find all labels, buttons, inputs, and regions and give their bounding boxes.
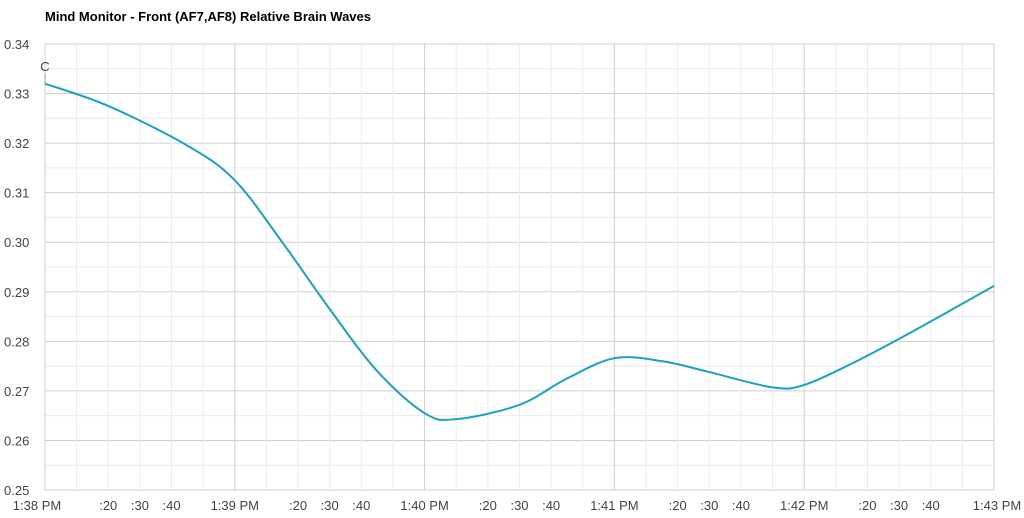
x-tick-label: 1:41 PM (590, 498, 638, 513)
x-tick-label: :40 (922, 498, 940, 513)
y-tick-label: 0.31 (4, 186, 29, 201)
y-tick-label: 0.26 (4, 433, 29, 448)
y-tick-label: 0.34 (4, 37, 29, 52)
x-tick-label: :40 (352, 498, 370, 513)
y-tick-label: 0.32 (4, 136, 29, 151)
x-tick-label: :20 (479, 498, 497, 513)
y-tick-label: 0.28 (4, 334, 29, 349)
grid (44, 43, 995, 491)
x-tick-label: 1:42 PM (780, 498, 828, 513)
x-tick-label: :20 (99, 498, 117, 513)
annotation-label: C (40, 59, 49, 74)
chart-title: Mind Monitor - Front (AF7,AF8) Relative … (45, 9, 371, 24)
x-axis-ticks: 1:38 PM :20 :30 :40 1:39 PM :20 :30 :40 1:40 PM:… (13, 498, 1021, 513)
y-tick-label: 0.33 (4, 87, 29, 102)
x-tick-label: :40 (732, 498, 750, 513)
x-tick-label: 1:38 PM (13, 498, 61, 513)
x-tick-label: 1:43 PM (973, 498, 1021, 513)
x-tick-label: 1:40 PM (400, 498, 448, 513)
x-tick-label: 1:39 PM (211, 498, 259, 513)
y-tick-label: 0.30 (4, 235, 29, 250)
x-tick-label: :30 (890, 498, 908, 513)
x-tick-label: :30 (700, 498, 718, 513)
y-tick-label: 0.25 (4, 483, 29, 498)
x-tick-label: :20 (858, 498, 876, 513)
y-tick-label: 0.27 (4, 384, 29, 399)
series-line (44, 82, 995, 421)
y-tick-label: 0.29 (4, 285, 29, 300)
series-group (44, 74, 995, 421)
x-tick-label: :30 (510, 498, 528, 513)
x-tick-label: :20 (289, 498, 307, 513)
x-tick-label: :30 (131, 498, 149, 513)
y-axis-ticks: 0.25 0.26 0.27 0.28 0.29 0.30 0.31 0.32 0.33 0.34 (4, 37, 29, 498)
x-tick-label: :40 (542, 498, 560, 513)
x-tick-label: :40 (162, 498, 180, 513)
x-tick-label: :20 (669, 498, 687, 513)
x-tick-label: :30 (321, 498, 339, 513)
